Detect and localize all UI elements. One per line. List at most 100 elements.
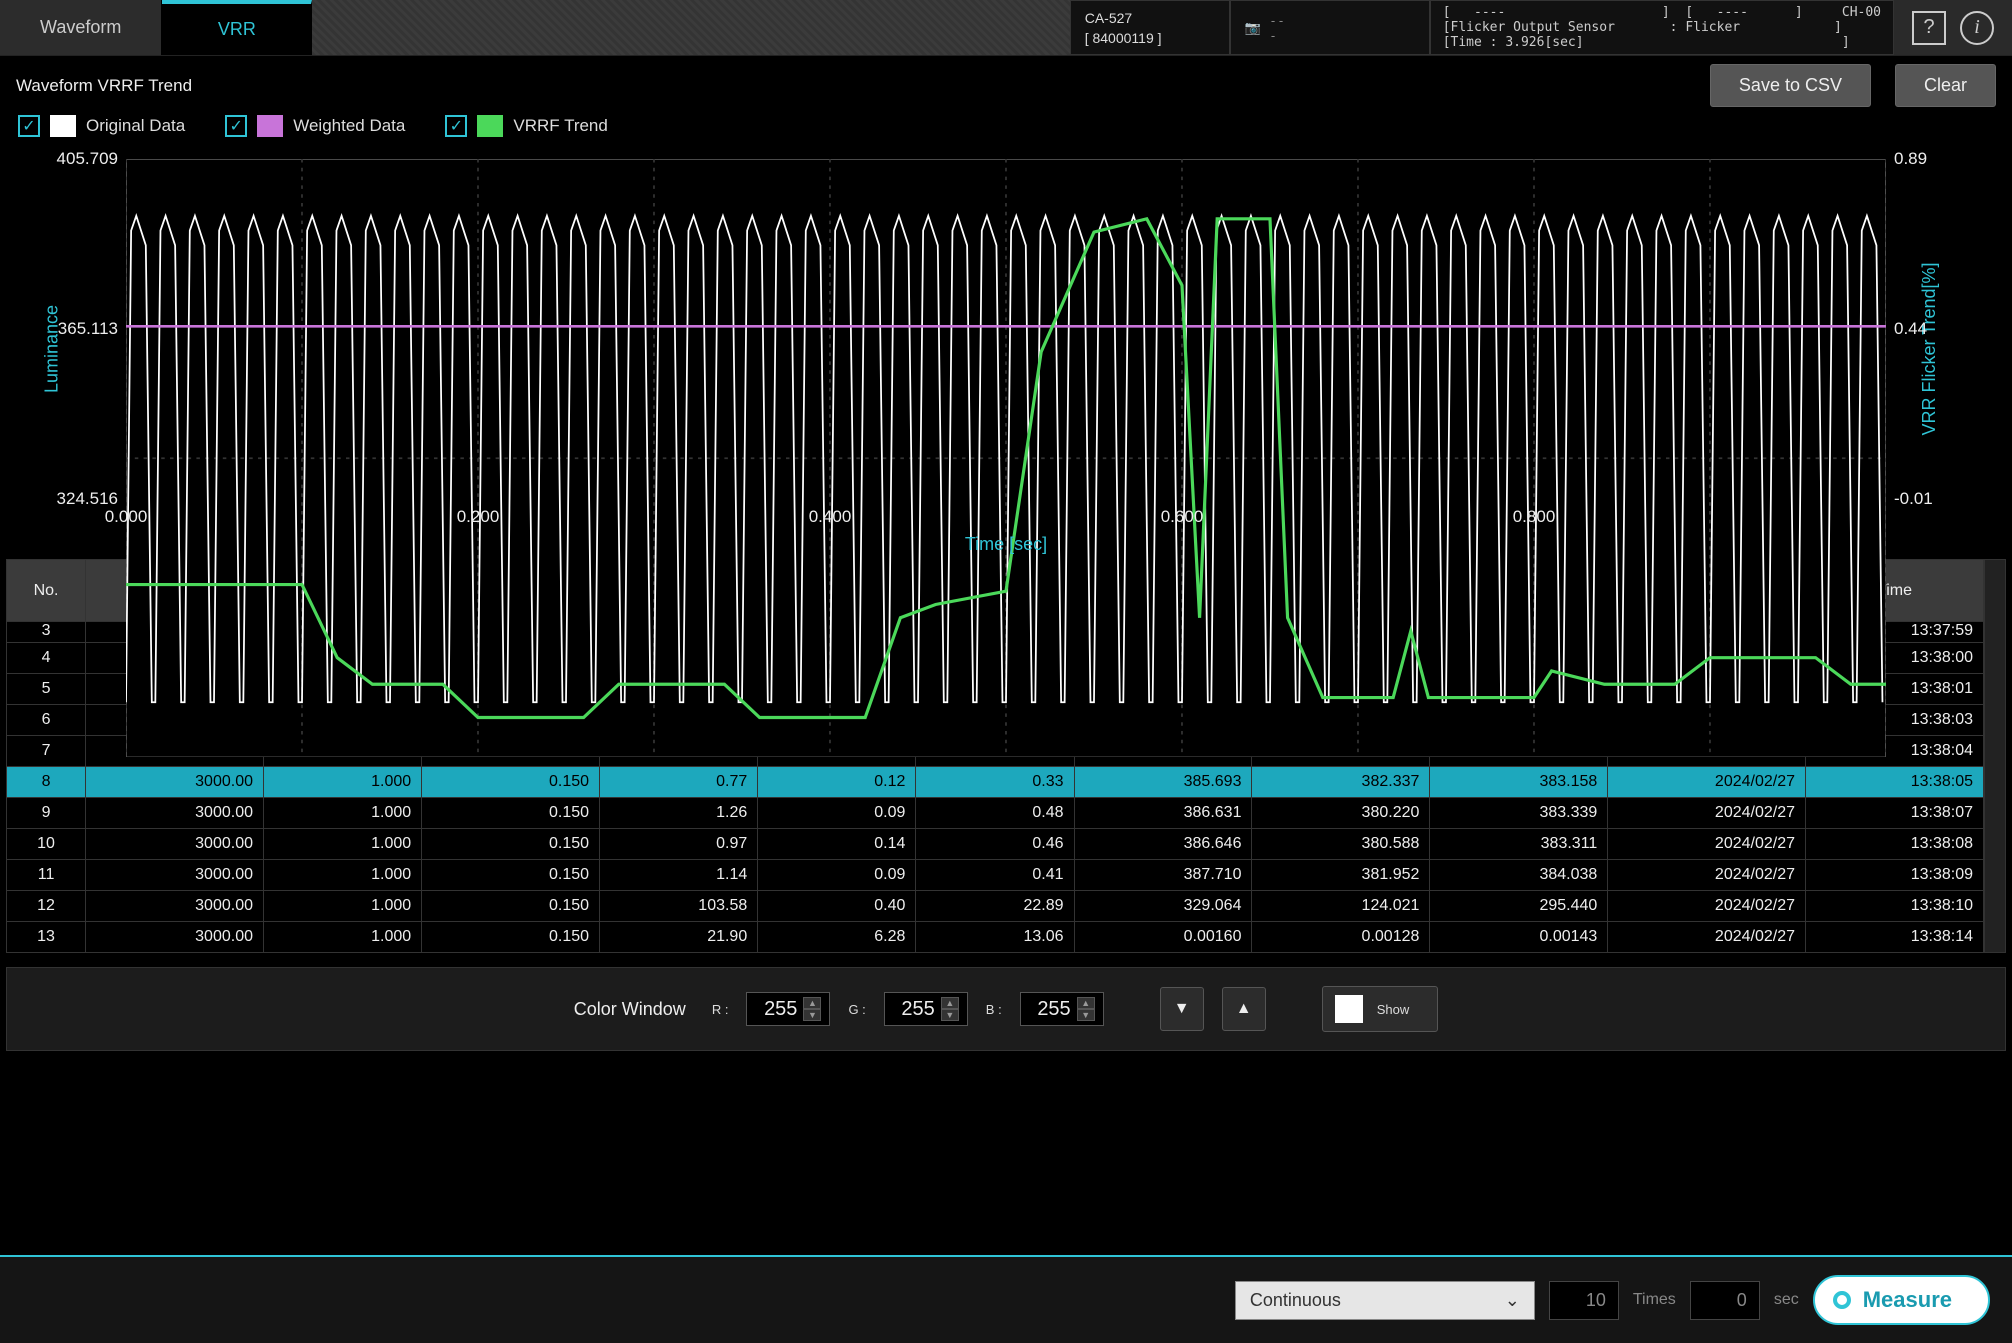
- table-row[interactable]: 113000.001.0000.1501.140.090.41387.71038…: [7, 860, 1984, 891]
- times-label: Times: [1633, 1291, 1676, 1309]
- xtick-3: 0.600: [1161, 507, 1204, 527]
- value-r: 255: [755, 998, 803, 1021]
- cell-no: 3: [7, 622, 86, 643]
- mode-dropdown[interactable]: Continuous ⌄: [1235, 1281, 1535, 1320]
- ytick-right-2: -0.01: [1894, 489, 1933, 509]
- chart: Luminance VRR Flicker Trend[%] 405.709 3…: [16, 149, 1996, 549]
- legend-vrrf[interactable]: ✓ VRRF Trend: [445, 115, 607, 137]
- cell-mtime: 1.000: [264, 829, 422, 860]
- table-row[interactable]: 83000.001.0000.1500.770.120.33385.693382…: [7, 767, 1984, 798]
- clear-button[interactable]: Clear: [1895, 64, 1996, 107]
- device-serial: [ 84000119 ]: [1085, 30, 1215, 46]
- cell-wmax: 386.631: [1074, 798, 1252, 829]
- checkbox-weighted[interactable]: ✓: [225, 115, 247, 137]
- spin-down-icon[interactable]: ▼: [941, 1009, 959, 1021]
- tab-waveform[interactable]: Waveform: [0, 0, 162, 55]
- info-icon[interactable]: i: [1960, 11, 1994, 45]
- cell-date: 2024/02/27: [1608, 829, 1806, 860]
- measure-button[interactable]: Measure: [1813, 1275, 1990, 1325]
- xtick-0: 0.000: [105, 507, 148, 527]
- legend-original-label: Original Data: [86, 116, 185, 136]
- table-row[interactable]: 123000.001.0000.150103.580.4022.89329.06…: [7, 891, 1984, 922]
- input-r[interactable]: 255 ▲▼: [746, 992, 830, 1026]
- cell-wave: 295.440: [1430, 891, 1608, 922]
- sec-label: sec: [1774, 1291, 1799, 1309]
- color-window-row: Color Window R : 255 ▲▼ G : 255 ▲▼ B : 2…: [6, 967, 2006, 1051]
- cell-wmin: 382.337: [1252, 767, 1430, 798]
- cell-time: 13:38:05: [1806, 767, 1984, 798]
- down-button[interactable]: ▼: [1160, 987, 1204, 1031]
- spin-down-icon[interactable]: ▼: [803, 1009, 821, 1021]
- camera-line1: - -: [1271, 13, 1283, 28]
- cell-vave: 0.46: [916, 829, 1074, 860]
- spin-up-icon[interactable]: ▲: [1077, 997, 1095, 1009]
- cell-win: 0.150: [422, 891, 600, 922]
- cell-wmin: 380.220: [1252, 798, 1430, 829]
- table-row[interactable]: 103000.001.0000.1500.970.140.46386.64638…: [7, 829, 1984, 860]
- cell-time: 13:38:09: [1806, 860, 1984, 891]
- cell-no: 11: [7, 860, 86, 891]
- cell-time: 13:38:07: [1806, 798, 1984, 829]
- cell-no: 9: [7, 798, 86, 829]
- table-row[interactable]: 133000.001.0000.15021.906.2813.060.00160…: [7, 922, 1984, 953]
- up-button[interactable]: ▲: [1222, 987, 1266, 1031]
- cell-vave: 13.06: [916, 922, 1074, 953]
- spin-down-icon[interactable]: ▼: [1077, 1009, 1095, 1021]
- camera-box: 📷 - - -: [1230, 0, 1430, 55]
- ylabel-right: VRR Flicker Trend[%]: [1919, 262, 1940, 435]
- cell-vmin: 0.14: [758, 829, 916, 860]
- cell-mtime: 1.000: [264, 798, 422, 829]
- cell-date: 2024/02/27: [1608, 767, 1806, 798]
- sec-field: 0: [1690, 1281, 1760, 1320]
- cell-wmax: 329.064: [1074, 891, 1252, 922]
- cell-date: 2024/02/27: [1608, 922, 1806, 953]
- spin-up-icon[interactable]: ▲: [941, 997, 959, 1009]
- table-row[interactable]: 93000.001.0000.1501.260.090.48386.631380…: [7, 798, 1984, 829]
- show-label: Show: [1377, 1002, 1410, 1017]
- top-icons: ? i: [1894, 0, 2012, 55]
- camera-icon: 📷: [1245, 20, 1261, 36]
- spin-up-icon[interactable]: ▲: [803, 997, 821, 1009]
- cell-vmin: 0.12: [758, 767, 916, 798]
- show-button[interactable]: Show: [1322, 986, 1439, 1032]
- top-bar: Waveform VRR CA-527 [ 84000119 ] 📷 - - -…: [0, 0, 2012, 56]
- cell-wmin: 381.952: [1252, 860, 1430, 891]
- measure-icon: [1833, 1291, 1851, 1309]
- chevron-down-icon: ⌄: [1505, 1290, 1520, 1311]
- cell-win: 0.150: [422, 922, 600, 953]
- cell-freq: 3000.00: [86, 798, 264, 829]
- cell-no: 4: [7, 643, 86, 674]
- xtick-2: 0.400: [809, 507, 852, 527]
- cell-wave: 383.311: [1430, 829, 1608, 860]
- tab-vrr[interactable]: VRR: [162, 0, 312, 55]
- legend-weighted[interactable]: ✓ Weighted Data: [225, 115, 405, 137]
- device-model: CA-527: [1085, 10, 1215, 26]
- cell-wmax: 385.693: [1074, 767, 1252, 798]
- times-field: 10: [1549, 1281, 1619, 1320]
- table-scrollbar[interactable]: [1984, 559, 2006, 953]
- status-line2: [Flicker Output Sensor : Flicker ]: [1443, 20, 1881, 35]
- cell-vmax: 1.14: [600, 860, 758, 891]
- cell-vmin: 0.40: [758, 891, 916, 922]
- cell-no: 13: [7, 922, 86, 953]
- help-icon[interactable]: ?: [1912, 11, 1946, 45]
- input-g[interactable]: 255 ▲▼: [884, 992, 968, 1026]
- xticks: 0.000 0.200 0.400 0.600 0.800: [126, 507, 1886, 531]
- checkbox-original[interactable]: ✓: [18, 115, 40, 137]
- cell-wmin: 380.588: [1252, 829, 1430, 860]
- chevron-down-icon: ▼: [1174, 1000, 1190, 1018]
- cell-win: 0.150: [422, 829, 600, 860]
- cell-win: 0.150: [422, 798, 600, 829]
- checkbox-vrrf[interactable]: ✓: [445, 115, 467, 137]
- swatch-vrrf: [477, 115, 503, 137]
- legend-row: ✓ Original Data ✓ Weighted Data ✓ VRRF T…: [0, 115, 2012, 145]
- th-no[interactable]: No.: [7, 560, 86, 622]
- status-line3: [Time : 3.926[sec] ]: [1443, 35, 1881, 50]
- legend-original[interactable]: ✓ Original Data: [18, 115, 185, 137]
- value-b: 255: [1029, 998, 1077, 1021]
- status-line1: [ ---- ] [ ---- ] CH-00: [1443, 5, 1881, 20]
- save-csv-button[interactable]: Save to CSV: [1710, 64, 1871, 107]
- cell-time: 13:38:08: [1806, 829, 1984, 860]
- input-b[interactable]: 255 ▲▼: [1020, 992, 1104, 1026]
- cell-wave: 384.038: [1430, 860, 1608, 891]
